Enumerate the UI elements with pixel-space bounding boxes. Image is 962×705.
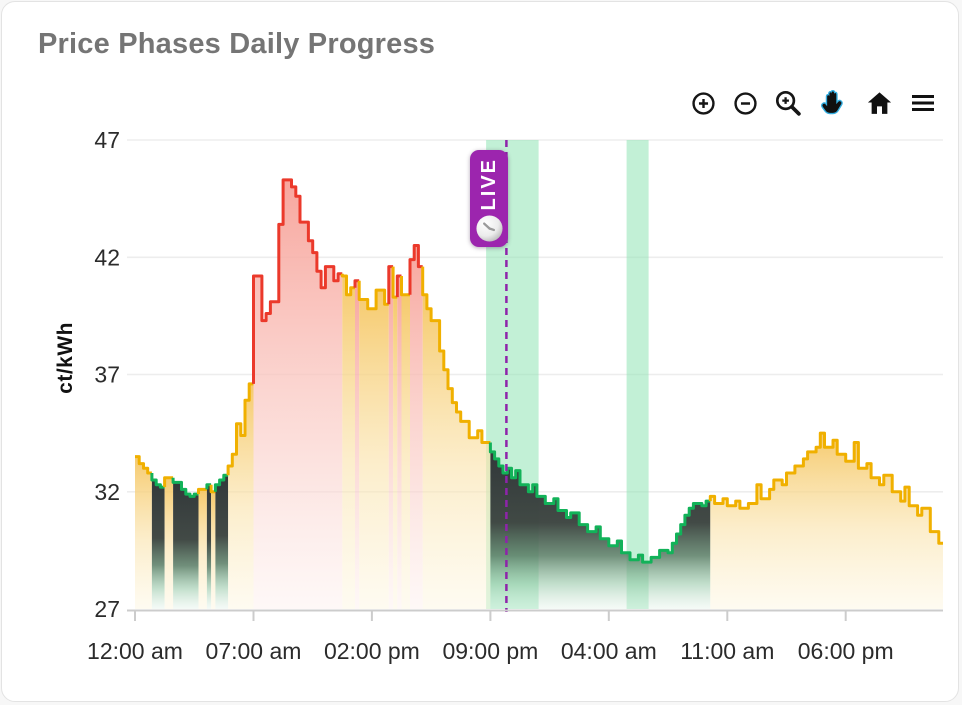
price-area-normal [135,456,152,609]
y-tick-label: 32 [94,479,120,505]
x-tick-label: 12:00 am [87,638,183,664]
price-area-normal [211,491,216,609]
price-area-cheap [151,480,165,609]
price-area-expensive [388,266,394,609]
circle-plus-icon [690,90,717,120]
price-line-cheap [488,442,711,564]
live-badge[interactable]: LIVE [470,150,508,247]
box-zoom-button[interactable] [773,88,804,122]
live-badge-label: LIVE [478,158,500,211]
y-axis-title: ct/kWh [54,322,77,394]
price-line-cheap [171,477,199,498]
price-area-expensive [410,245,423,609]
home-icon [865,89,894,121]
price-area-normal [393,297,398,609]
reset-view-button[interactable] [864,88,895,122]
x-tick-label: 02:00 pm [324,638,420,664]
price-area-normal [422,294,491,609]
price-line-expensive [252,178,343,384]
price-area-expensive [355,280,360,609]
hamburger-menu-icon [909,89,937,120]
price-line-cheap [213,473,229,492]
x-tick-label: 11:00 am [680,638,774,664]
price-area-normal [228,383,254,609]
price-line-normal [163,476,174,488]
cheap-phase-band [626,140,649,609]
price-line-normal [708,431,943,545]
price-line-normal [357,280,389,311]
y-tick-label: 27 [94,596,120,622]
price-line-normal [135,455,152,475]
price-line-normal [226,382,254,476]
price-area-normal [342,276,355,609]
y-tick-label: 47 [94,127,120,153]
price-area-normal [164,477,174,609]
price-area-normal [401,294,410,609]
pan-button[interactable] [817,86,851,123]
menu-button[interactable] [908,88,938,121]
magnifier-plus-icon [774,89,803,121]
price-area-cheap [215,475,229,609]
price-line-normal [340,273,355,297]
chart-toolbar [689,86,938,123]
x-tick-label: 06:00 pm [798,638,894,664]
price-line-normal [197,487,207,495]
price-area-cheap [206,484,212,609]
y-tick-label: 37 [94,362,120,388]
price-line-normal [421,266,491,444]
zoom-out-button[interactable] [731,89,760,121]
x-tick-label: 04:00 am [561,638,657,664]
circle-minus-icon [732,90,759,120]
price-line-normal [400,276,410,297]
x-tick-label: 07:00 am [206,638,302,664]
price-area-normal [198,489,207,609]
price-area-expensive [253,179,343,609]
x-tick-label: 09:00 pm [442,638,538,664]
price-area-expensive [397,276,402,609]
price-area-normal [710,433,943,609]
y-tick-label: 42 [94,244,120,270]
hand-icon [818,87,850,122]
price-line-cheap [150,473,165,489]
zoom-in-button[interactable] [689,89,718,121]
page-title: Price Phases Daily Progress [38,28,436,60]
clock-icon [475,214,504,243]
price-area-cheap [490,451,711,609]
price-area-cheap [173,482,199,609]
price-line-expensive [408,244,423,295]
price-area-normal [359,290,389,609]
